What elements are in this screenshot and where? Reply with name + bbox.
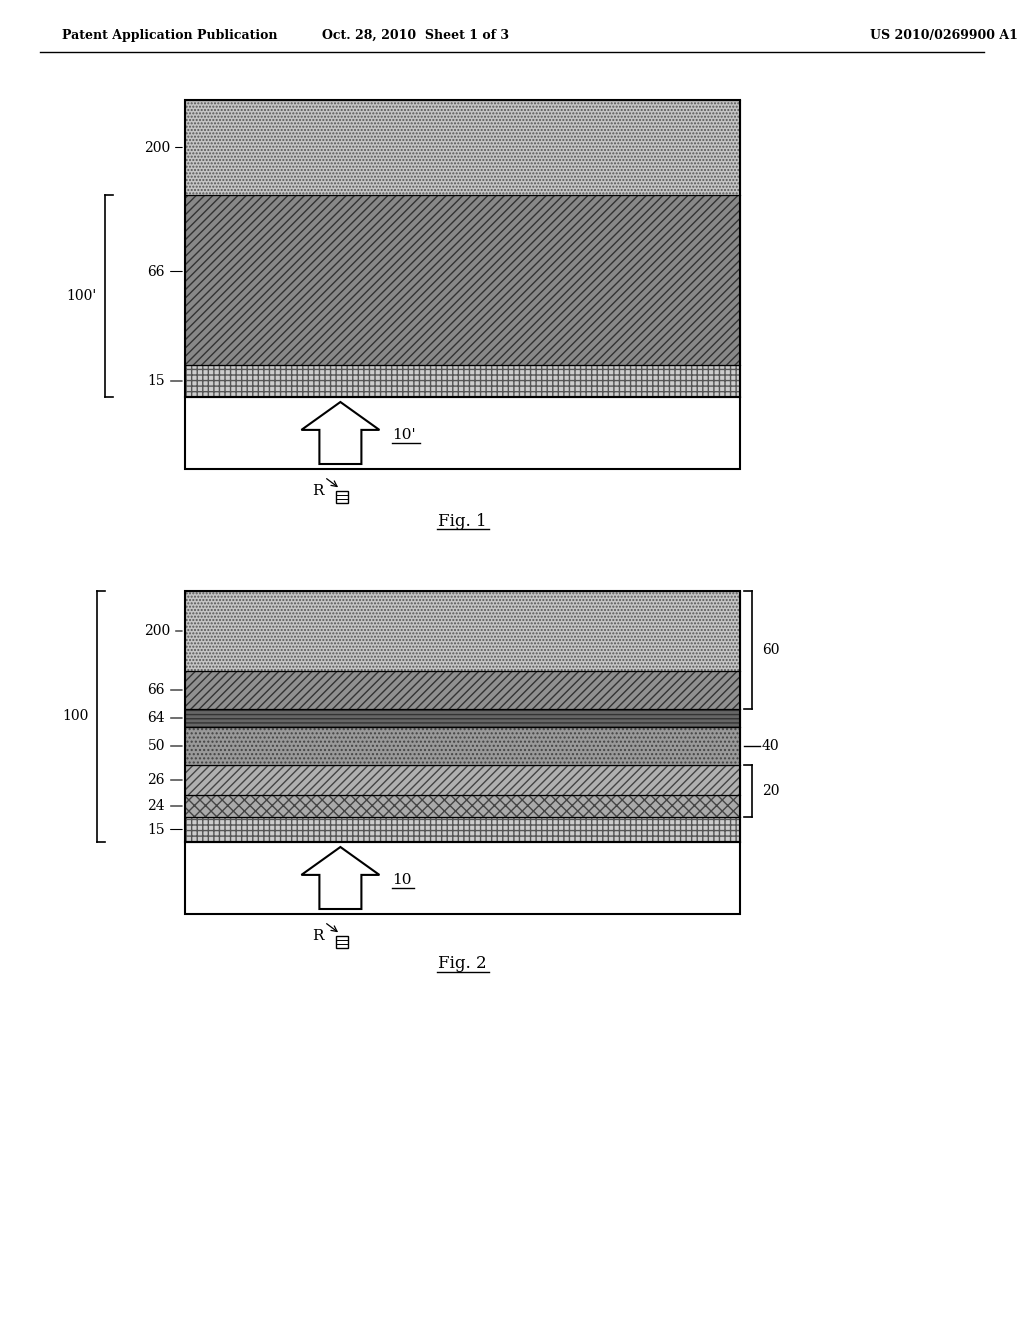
Polygon shape xyxy=(301,403,380,465)
Text: Fig. 2: Fig. 2 xyxy=(438,956,486,973)
Text: US 2010/0269900 A1: US 2010/0269900 A1 xyxy=(870,29,1018,41)
Text: 66: 66 xyxy=(147,682,182,697)
Bar xyxy=(185,766,740,795)
Bar xyxy=(185,397,740,469)
Text: 200: 200 xyxy=(143,140,182,154)
Bar xyxy=(185,366,740,397)
Text: R: R xyxy=(312,929,325,942)
Text: 15: 15 xyxy=(147,374,182,388)
Text: 60: 60 xyxy=(762,643,779,657)
Text: 24: 24 xyxy=(147,799,182,813)
Bar xyxy=(185,100,740,397)
Bar xyxy=(185,591,740,842)
Bar xyxy=(185,591,740,671)
Bar xyxy=(185,671,740,709)
Text: Oct. 28, 2010  Sheet 1 of 3: Oct. 28, 2010 Sheet 1 of 3 xyxy=(322,29,509,41)
Text: 10': 10' xyxy=(392,428,416,442)
Text: 20: 20 xyxy=(762,784,779,799)
Text: 40: 40 xyxy=(762,739,779,752)
Text: R: R xyxy=(312,484,325,498)
Text: Fig. 1: Fig. 1 xyxy=(438,512,486,529)
Text: 10: 10 xyxy=(392,873,412,887)
Polygon shape xyxy=(301,847,380,909)
Bar xyxy=(185,195,740,366)
Text: 64: 64 xyxy=(147,711,182,725)
Bar xyxy=(185,795,740,817)
Text: 15: 15 xyxy=(147,822,182,837)
Text: 100: 100 xyxy=(62,710,89,723)
Text: 26: 26 xyxy=(147,774,182,787)
Text: 66: 66 xyxy=(147,264,182,279)
Bar xyxy=(185,709,740,727)
Bar xyxy=(185,817,740,842)
Bar xyxy=(185,727,740,766)
Bar xyxy=(185,100,740,195)
Text: 50: 50 xyxy=(147,739,182,752)
Text: Patent Application Publication: Patent Application Publication xyxy=(62,29,278,41)
Text: 100': 100' xyxy=(67,289,97,304)
Bar xyxy=(337,936,348,948)
Bar xyxy=(185,842,740,913)
Text: 200: 200 xyxy=(143,624,182,638)
Bar xyxy=(337,491,348,503)
